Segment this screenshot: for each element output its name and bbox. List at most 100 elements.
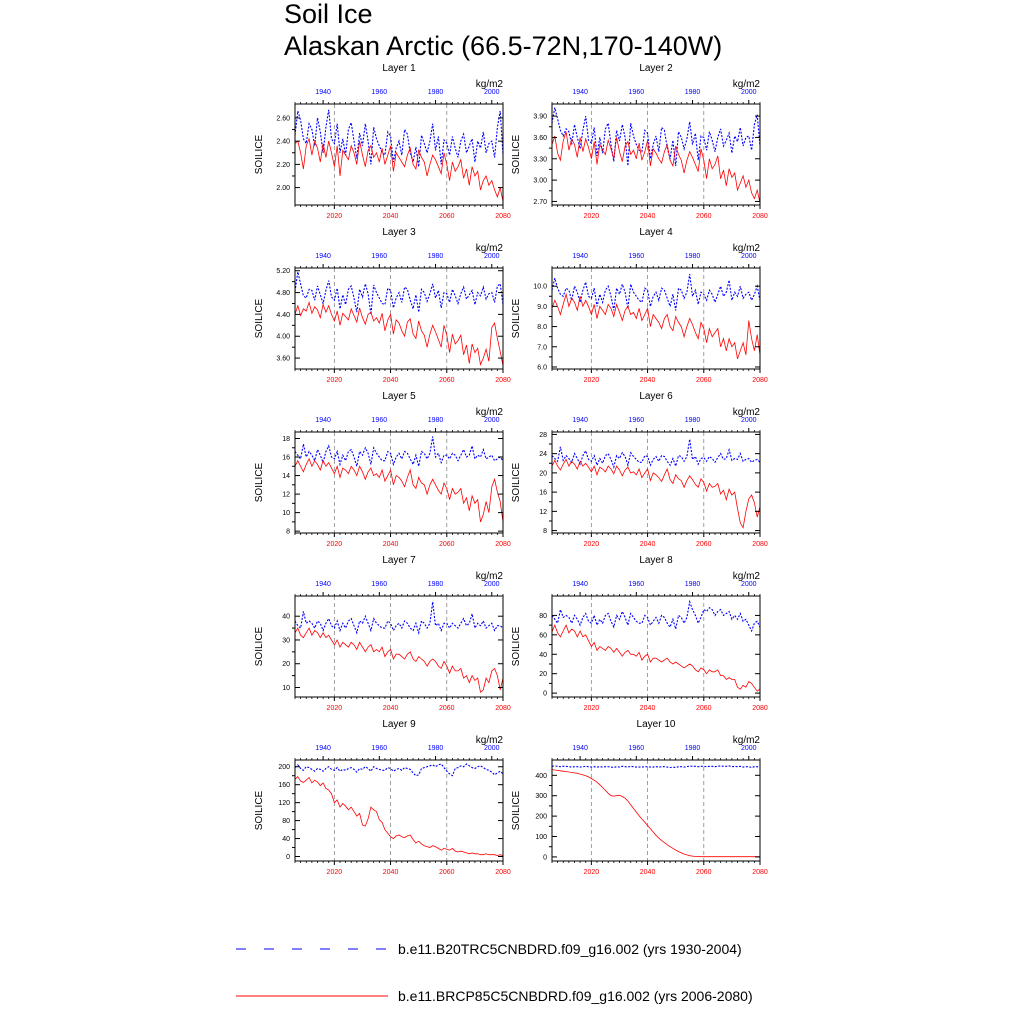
- x-tick-label-top: 2000: [484, 745, 500, 752]
- y-tick-label: 12: [539, 509, 547, 516]
- x-tick-label-bottom: 2020: [327, 377, 343, 384]
- y-tick-label: 5.20: [276, 268, 290, 275]
- y-tick-label: 8: [286, 529, 290, 536]
- x-tick-label-top: 2000: [741, 89, 757, 96]
- panel-title: Layer 4: [639, 227, 673, 238]
- plot-frame: [551, 759, 761, 862]
- x-tick-label-top: 2000: [741, 745, 757, 752]
- panel-3: Layer 3 kg/m2 SOILICE 3.60 4.00 4.40 4.80 5.20 2…: [254, 227, 511, 384]
- x-tick-label-top: 1940: [572, 253, 588, 260]
- x-tick-label-bottom: 2060: [439, 869, 455, 876]
- units-label: kg/m2: [476, 79, 504, 90]
- y-tick-label: 0: [286, 854, 290, 861]
- y-tick-label: 160: [278, 782, 290, 789]
- plot-frame: [551, 267, 761, 370]
- x-tick-label-top: 1980: [428, 581, 444, 588]
- x-tick-label-bottom: 2080: [752, 213, 768, 220]
- x-tick-label-top: 1960: [372, 89, 388, 96]
- series-line-rcp85: [294, 775, 504, 857]
- x-tick-label-top: 1940: [315, 253, 331, 260]
- x-tick-label-bottom: 2040: [640, 213, 656, 220]
- series-line-rcp85: [294, 627, 504, 693]
- y-tick-label: 24: [539, 451, 547, 458]
- x-tick-label-top: 1960: [629, 417, 645, 424]
- y-tick-label: 8: [543, 528, 547, 535]
- x-tick-label-top: 2000: [484, 417, 500, 424]
- units-label: kg/m2: [476, 571, 504, 582]
- x-tick-label-bottom: 2080: [752, 541, 768, 548]
- x-tick-label-top: 1940: [572, 89, 588, 96]
- panel-10: Layer 10 kg/m2 SOILICE 0 100 200 300 400 2020 204…: [511, 719, 768, 876]
- units-label: kg/m2: [733, 735, 761, 746]
- x-tick-label-bottom: 2040: [383, 213, 399, 220]
- y-tick-label: 14: [282, 473, 290, 480]
- y-tick-label: 18: [282, 436, 290, 443]
- x-tick-label-top: 1940: [572, 745, 588, 752]
- x-tick-label-top: 1940: [572, 417, 588, 424]
- y-tick-label: 28: [539, 432, 547, 439]
- x-tick-label-bottom: 2080: [752, 869, 768, 876]
- x-tick-label-top: 2000: [484, 581, 500, 588]
- series-line-historical: [551, 439, 761, 469]
- y-tick-label: 40: [282, 614, 290, 621]
- x-tick-label-bottom: 2040: [640, 705, 656, 712]
- y-tick-label: 2.20: [276, 162, 290, 169]
- y-tick-label: 3.60: [276, 356, 290, 363]
- y-axis-label: SOILICE: [254, 462, 265, 502]
- x-tick-label-bottom: 2020: [584, 541, 600, 548]
- panel-7: Layer 7 kg/m2 SOILICE 10 20 30 40 2020 2040 2060 2…: [254, 555, 511, 712]
- y-tick-label: 2.00: [276, 185, 290, 192]
- y-axis-label: SOILICE: [254, 134, 265, 174]
- x-tick-label-bottom: 2060: [696, 541, 712, 548]
- series-line-historical: [294, 601, 504, 635]
- x-tick-label-bottom: 2040: [640, 869, 656, 876]
- plot-frame: [294, 267, 504, 370]
- y-tick-label: 10.0: [533, 284, 547, 291]
- plot-frame: [294, 759, 504, 862]
- y-tick-label: 0: [543, 854, 547, 861]
- series-line-historical: [294, 436, 504, 467]
- legend: b.e11.B20TRC5CNBDRD.f09_g16.002 (yrs 193…: [236, 941, 753, 1004]
- x-tick-label-top: 1960: [372, 253, 388, 260]
- x-tick-label-top: 1940: [315, 89, 331, 96]
- y-axis-label: SOILICE: [511, 134, 522, 174]
- x-tick-label-top: 2000: [741, 253, 757, 260]
- y-tick-label: 4.40: [276, 312, 290, 319]
- x-tick-label-bottom: 2020: [584, 869, 600, 876]
- y-tick-label: 100: [535, 834, 547, 841]
- y-axis-label: SOILICE: [511, 626, 522, 666]
- x-tick-label-top: 1940: [315, 417, 331, 424]
- panel-title: Layer 1: [382, 63, 416, 74]
- x-tick-label-top: 1960: [629, 581, 645, 588]
- series-line-historical: [294, 271, 504, 315]
- y-tick-label: 3.30: [533, 156, 547, 163]
- panel-4: Layer 4 kg/m2 SOILICE 6.0 7.0 8.0 9.0 10.0 2020 2…: [511, 227, 768, 384]
- y-tick-label: 2.70: [533, 199, 547, 206]
- y-tick-label: 30: [282, 637, 290, 644]
- panel-title: Layer 5: [382, 391, 416, 402]
- y-axis-label: SOILICE: [511, 298, 522, 338]
- panel-9: Layer 9 kg/m2 SOILICE 0 40 80 120 160 200 2020 204…: [254, 719, 511, 876]
- panel-title: Layer 2: [639, 63, 673, 74]
- y-tick-label: 40: [282, 836, 290, 843]
- x-tick-label-bottom: 2020: [327, 213, 343, 220]
- x-tick-label-bottom: 2040: [383, 869, 399, 876]
- x-tick-label-top: 1960: [629, 745, 645, 752]
- plot-frame: [294, 431, 504, 534]
- y-axis-label: SOILICE: [254, 626, 265, 666]
- plot-frame: [294, 103, 504, 206]
- x-tick-label-top: 1960: [372, 745, 388, 752]
- series-line-historical: [294, 763, 504, 777]
- plot-frame: [551, 431, 761, 534]
- x-tick-label-top: 1980: [685, 745, 701, 752]
- units-label: kg/m2: [733, 571, 761, 582]
- series-line-rcp85: [294, 137, 504, 202]
- x-tick-label-top: 1960: [372, 417, 388, 424]
- y-tick-label: 200: [278, 764, 290, 771]
- y-tick-label: 120: [278, 800, 290, 807]
- units-label: kg/m2: [733, 79, 761, 90]
- series-line-historical: [551, 765, 761, 769]
- panel-title: Layer 9: [382, 719, 416, 730]
- series-line-rcp85: [551, 623, 761, 692]
